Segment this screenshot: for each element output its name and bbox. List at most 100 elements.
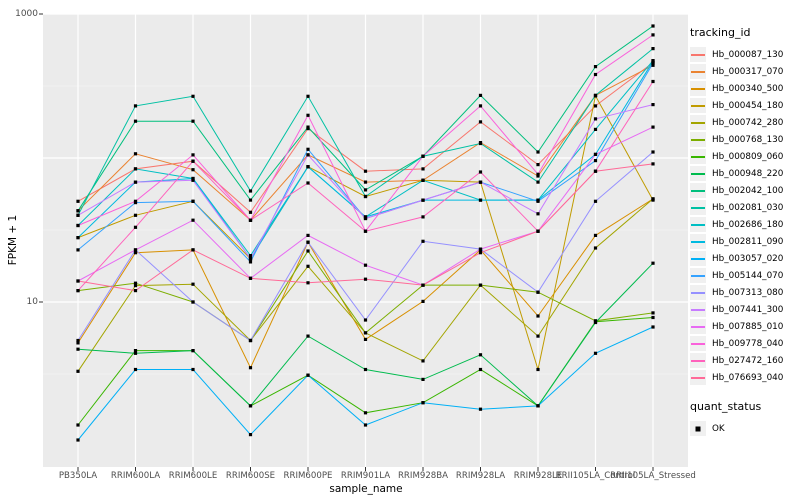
- data-point: [478, 180, 483, 184]
- data-point: [76, 438, 80, 442]
- legend-item-Hb_000948_220: Hb_000948_220: [690, 165, 800, 182]
- legend-item-Hb_000809_060: Hb_000809_060: [690, 148, 800, 165]
- legend-key-line: [691, 53, 705, 56]
- legend-item-Hb_005144_070: Hb_005144_070: [690, 267, 800, 284]
- data-point: [191, 300, 195, 304]
- data-point: [421, 167, 425, 171]
- legend-key-line: [691, 104, 705, 107]
- legend-key-line: [691, 376, 705, 379]
- data-point: [133, 349, 138, 353]
- data-point: [306, 233, 310, 237]
- legend-item-label: Hb_076693_040: [712, 372, 784, 383]
- x-axis-title: sample_name: [329, 483, 403, 495]
- data-point: [593, 127, 598, 131]
- data-point: [191, 218, 195, 222]
- data-point: [536, 180, 540, 184]
- quant-ok-key: [690, 421, 706, 436]
- legend-key-line: [691, 274, 705, 277]
- legend-key: [690, 353, 706, 368]
- data-point: [76, 338, 80, 343]
- legend-key-line: [691, 189, 705, 192]
- data-point: [76, 423, 80, 427]
- data-point: [191, 349, 195, 353]
- legend-title-tracking-id: tracking_id: [690, 26, 751, 39]
- data-point: [651, 261, 655, 265]
- data-point: [536, 314, 540, 318]
- data-point: [593, 246, 598, 250]
- data-point: [651, 61, 655, 65]
- legend-item-ok: OK: [690, 420, 800, 437]
- data-point: [651, 125, 655, 129]
- data-point: [191, 176, 195, 181]
- data-point: [363, 367, 368, 372]
- legend-item-label: Hb_007313_080: [712, 287, 784, 298]
- legend-item-label: Hb_000809_060: [712, 151, 784, 162]
- data-point: [363, 318, 368, 322]
- data-point: [421, 377, 425, 381]
- data-point: [76, 199, 80, 203]
- legend-item-label: Hb_002686_180: [712, 219, 784, 230]
- legend-item-Hb_000768_130: Hb_000768_130: [690, 131, 800, 148]
- data-point: [133, 351, 138, 355]
- legend-key-line: [691, 257, 705, 260]
- data-point: [133, 284, 138, 288]
- data-point: [306, 264, 310, 268]
- data-point: [536, 229, 540, 233]
- data-point: [651, 33, 655, 37]
- data-point: [363, 277, 368, 281]
- legend-key-line: [691, 206, 705, 209]
- data-point: [593, 104, 598, 108]
- legend-key-line: [691, 172, 705, 175]
- legend-key: [690, 166, 706, 181]
- data-point: [306, 281, 310, 285]
- data-point: [593, 65, 598, 69]
- legend-key-line: [691, 155, 705, 158]
- data-point: [191, 248, 195, 252]
- data-point: [421, 178, 425, 182]
- data-point: [248, 189, 253, 193]
- data-point: [248, 404, 253, 408]
- legend-key-line: [691, 291, 705, 294]
- data-point: [593, 199, 598, 203]
- data-point: [191, 178, 195, 182]
- data-point: [306, 240, 310, 244]
- legend-key: [690, 319, 706, 334]
- data-point: [133, 180, 138, 184]
- data-point: [363, 337, 368, 341]
- data-point: [248, 210, 253, 214]
- data-point: [421, 215, 425, 219]
- data-point: [593, 117, 598, 121]
- data-point: [363, 263, 368, 267]
- data-point: [478, 283, 483, 287]
- black-square-point-icon: [695, 426, 701, 431]
- data-point: [248, 218, 253, 222]
- legend-item-Hb_007885_010: Hb_007885_010: [690, 318, 800, 335]
- data-point: [306, 249, 310, 253]
- data-point: [478, 104, 483, 108]
- data-point: [306, 153, 310, 157]
- data-point: [248, 276, 253, 280]
- data-point: [651, 315, 655, 320]
- legend-item-label: Hb_002081_030: [712, 202, 784, 213]
- data-point: [593, 159, 598, 163]
- legend-item-Hb_007313_080: Hb_007313_080: [690, 284, 800, 301]
- legend-key: [690, 336, 706, 351]
- data-point: [593, 233, 598, 237]
- data-point: [651, 63, 655, 67]
- data-point: [593, 169, 598, 173]
- legend-key: [690, 81, 706, 96]
- legend-key-line: [691, 138, 705, 141]
- data-point: [76, 248, 80, 252]
- data-point: [133, 225, 138, 229]
- data-point: [593, 152, 598, 156]
- legend-item-label: Hb_002811_090: [712, 236, 784, 247]
- legend-key: [690, 268, 706, 283]
- data-point: [76, 236, 80, 240]
- legend-item-Hb_007441_300: Hb_007441_300: [690, 301, 800, 318]
- legend-item-label: Hb_000087_130: [712, 49, 784, 60]
- legend-item-Hb_000317_070: Hb_000317_070: [690, 63, 800, 80]
- legend-item-Hb_002686_180: Hb_002686_180: [690, 216, 800, 233]
- data-point: [363, 216, 368, 221]
- data-point: [651, 197, 655, 201]
